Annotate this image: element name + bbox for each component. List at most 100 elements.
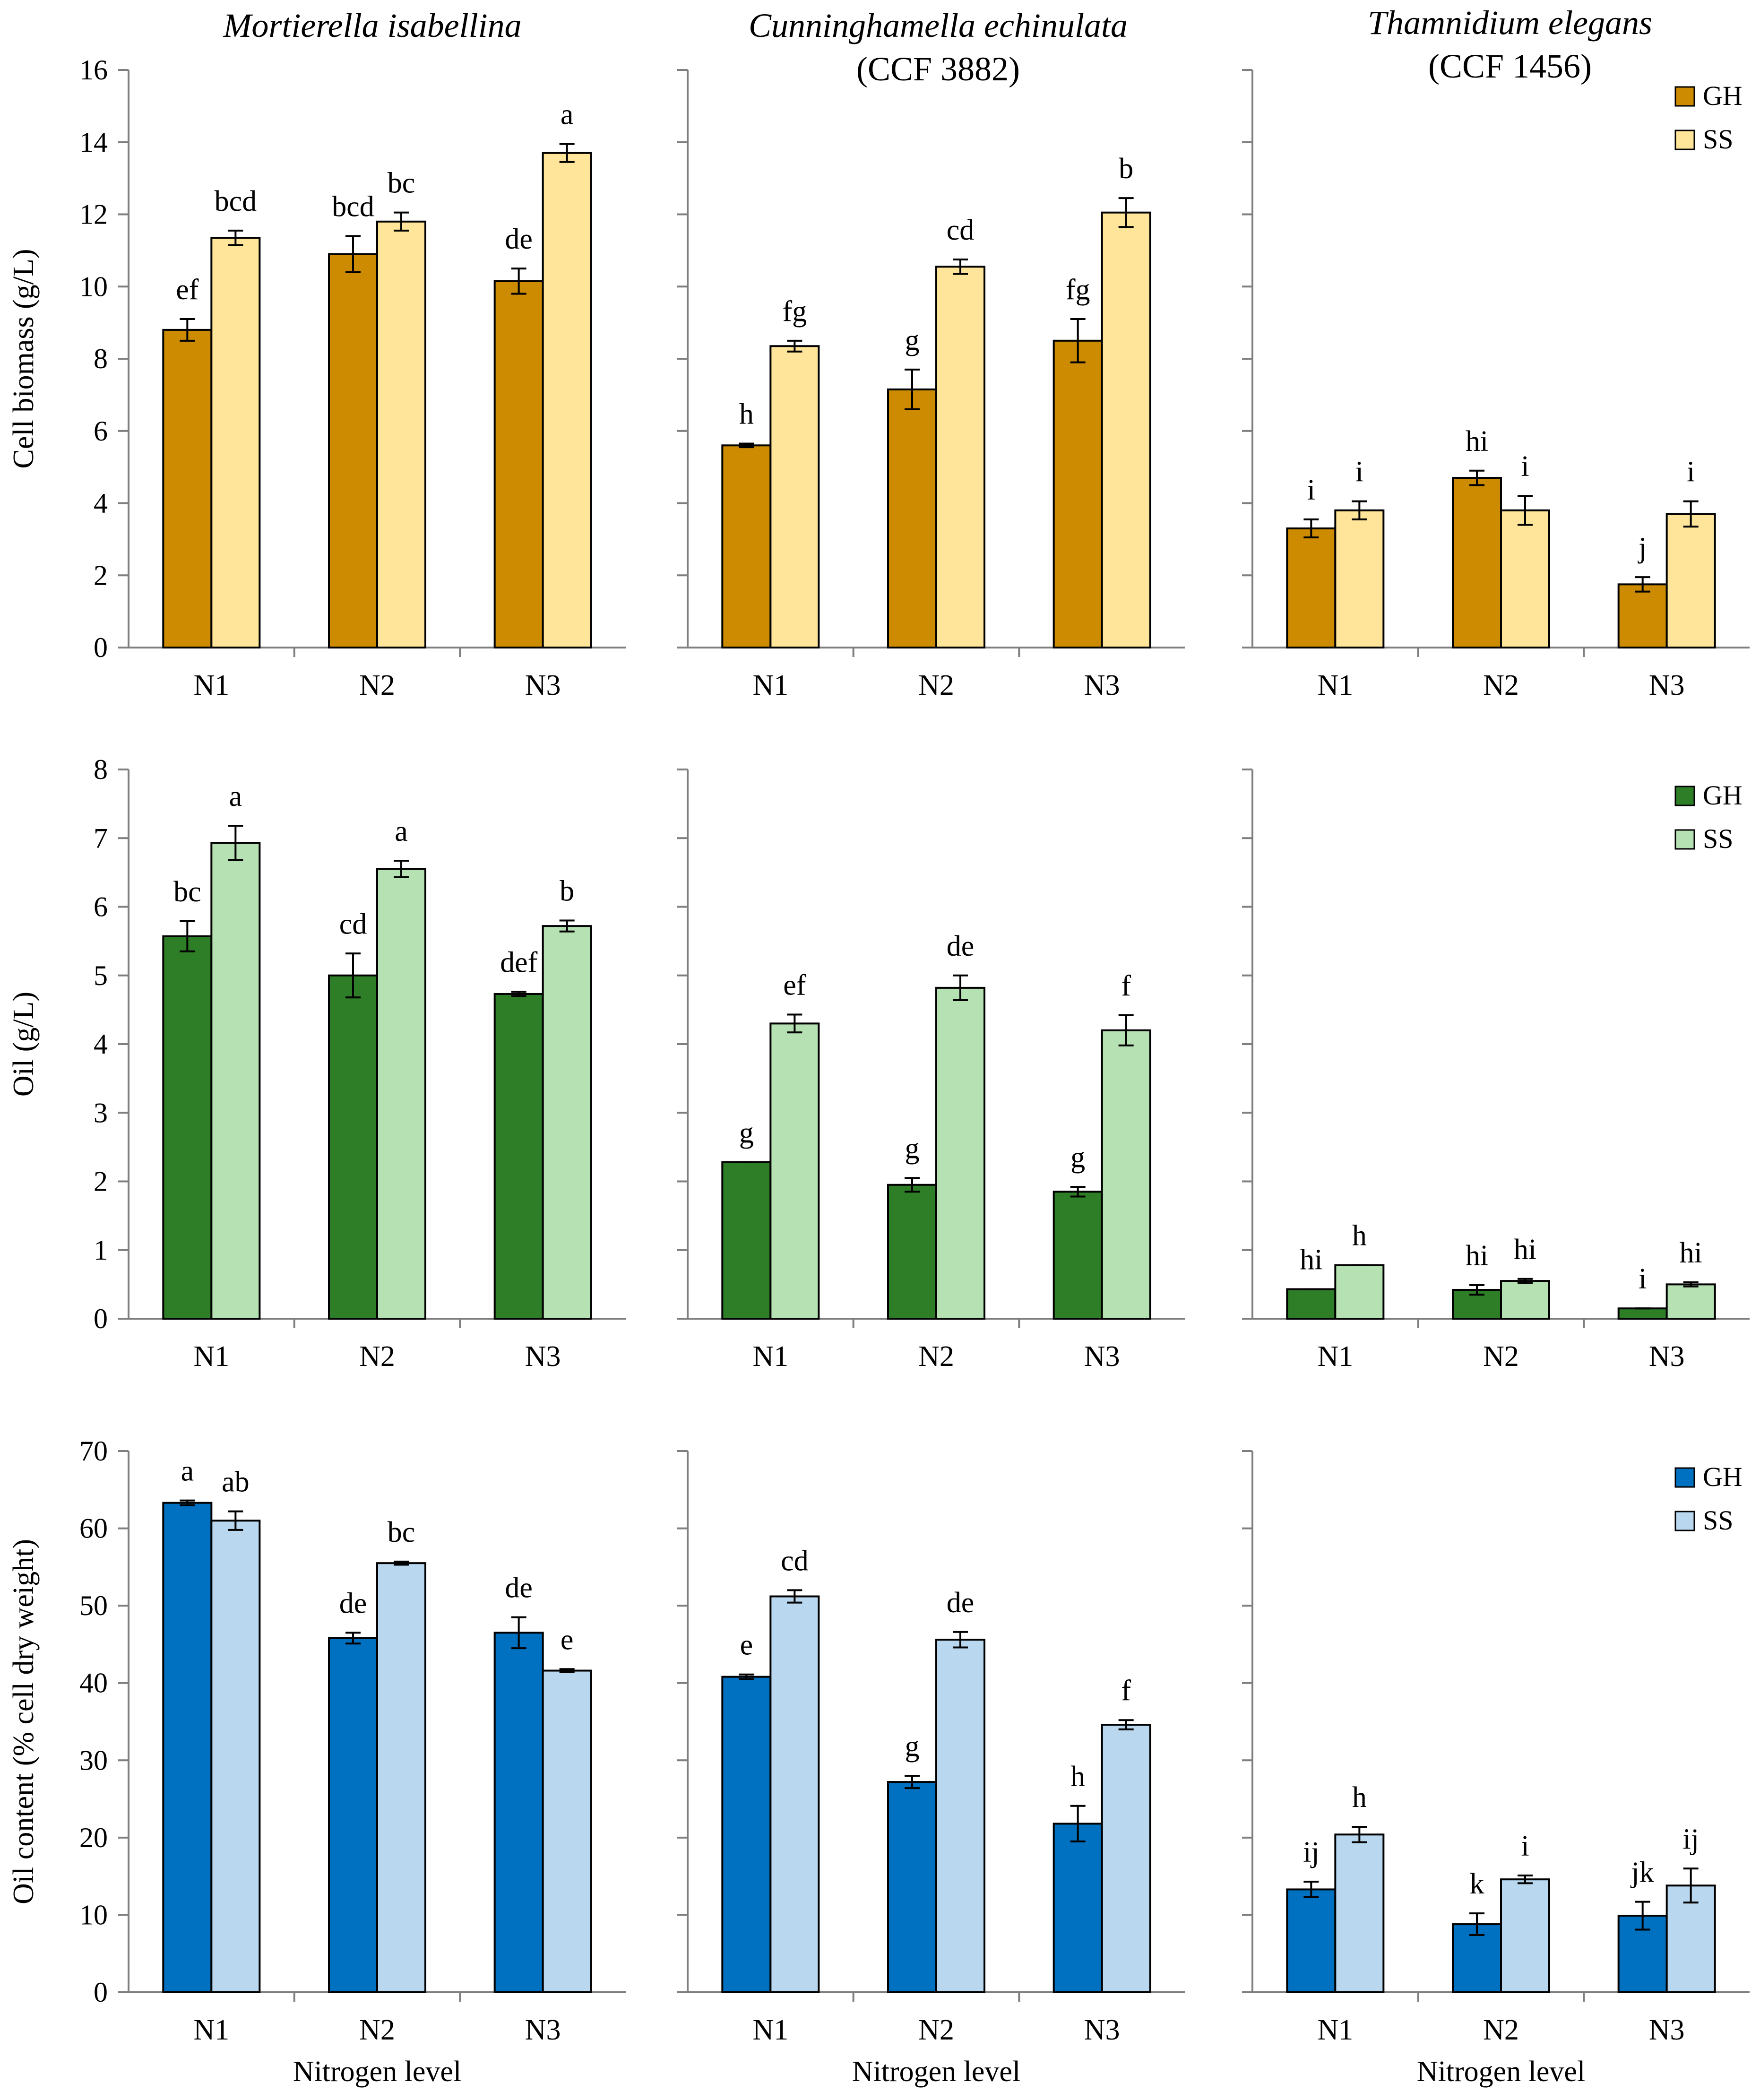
legend-label-ss: SS <box>1703 823 1734 854</box>
y-tick-label: 6 <box>94 891 108 923</box>
panel-oil-2: N1 g ef N2 g de N3 g f <box>677 769 1185 1373</box>
y-tick-label: 3 <box>94 1097 108 1128</box>
x-tick-label: N2 <box>918 2014 954 2046</box>
x-tick-label: N1 <box>1317 2014 1353 2046</box>
bar-ss-n2 <box>1500 509 1550 649</box>
y-tick-label: 70 <box>79 1435 108 1467</box>
x-tick-label: N2 <box>1483 2014 1519 2046</box>
legend-swatch-ss <box>1674 829 1695 850</box>
x-tick-label: N3 <box>525 669 561 701</box>
panel-oil-1: 0 1 2 3 4 5 6 7 8 N1 bc a N2 cd a N3 def b <box>94 754 626 1373</box>
bar-ss-n3 <box>542 152 592 649</box>
significance-label: ij <box>1682 1823 1699 1855</box>
x-tick-label: N2 <box>918 1340 954 1373</box>
legend-swatch-gh <box>1674 1467 1695 1488</box>
legend-label-gh: GH <box>1703 1461 1743 1492</box>
significance-label: hi <box>1300 1244 1322 1276</box>
significance-label: bc <box>388 167 415 199</box>
significance-label: ef <box>176 274 199 306</box>
y-tick-label: 50 <box>79 1590 108 1621</box>
significance-label: de <box>505 223 533 255</box>
x-tick-label: N1 <box>1317 669 1353 701</box>
bar-ss-n1 <box>1334 1264 1385 1320</box>
significance-label: a <box>395 815 408 847</box>
bar-gh-n1 <box>721 444 772 648</box>
significance-label: f <box>1121 1675 1131 1707</box>
bar-ss-n1 <box>769 345 820 648</box>
y-tick-label: 4 <box>94 488 108 519</box>
bar-ss-n1 <box>1334 1833 1385 1993</box>
significance-label: h <box>739 398 754 430</box>
significance-label: de <box>339 1587 367 1619</box>
legend-label-gh: GH <box>1703 780 1743 811</box>
x-tick-label: N3 <box>1084 2014 1120 2046</box>
bar-ss-n3 <box>1101 1724 1151 1994</box>
x-tick-label: N3 <box>1084 1340 1120 1373</box>
significance-label: def <box>500 947 538 979</box>
x-tick-label: N3 <box>525 1340 561 1373</box>
significance-label: bc <box>388 1516 415 1548</box>
bar-gh-n3 <box>493 1632 544 1993</box>
x-tick-label: N1 <box>193 2014 229 2046</box>
bar-gh-n3 <box>1617 1307 1668 1320</box>
bar-gh-n3 <box>1053 1823 1103 1994</box>
x-tick-label: N1 <box>193 1340 229 1373</box>
significance-label: i <box>1355 456 1363 488</box>
y-axis-title-oilcontent: Oil content (% cell dry weight) <box>8 1539 40 1904</box>
significance-label: de <box>947 930 975 962</box>
y-tick-label: 0 <box>94 1977 108 2008</box>
significance-label: de <box>947 1587 975 1619</box>
bar-ss-n2 <box>935 986 985 1320</box>
bar-gh-n2 <box>887 1781 937 1993</box>
bar-ss-n1 <box>769 1022 820 1320</box>
significance-label: jk <box>1631 1857 1654 1889</box>
y-tick-label: 0 <box>94 1303 108 1334</box>
bar-ss-n1 <box>769 1595 820 1994</box>
bar-gh-n2 <box>887 1184 937 1320</box>
bar-gh-n2 <box>328 974 378 1320</box>
significance-label: a <box>229 780 242 812</box>
y-tick-label: 16 <box>79 54 108 86</box>
y-tick-label: 2 <box>94 560 108 591</box>
panel-biomass-2: N1 h fg N2 g cd N3 fg b <box>677 69 1185 701</box>
significance-label: g <box>739 1117 754 1149</box>
y-tick-label: 6 <box>94 415 108 447</box>
x-tick-label: N2 <box>918 669 954 701</box>
significance-label: h <box>1352 1220 1367 1252</box>
significance-label: b <box>1119 153 1133 185</box>
significance-label: cd <box>781 1545 809 1577</box>
y-tick-label: 7 <box>94 822 108 854</box>
y-tick-label: 5 <box>94 960 108 991</box>
panel-titles: Mortierella isabellina Cunninghamella ec… <box>223 4 1652 88</box>
bar-ss-n1 <box>210 237 261 648</box>
x-tick-label: N2 <box>359 1340 395 1373</box>
x-tick-label: N3 <box>1084 669 1120 701</box>
significance-label: ij <box>1303 1836 1319 1868</box>
bar-ss-n3 <box>1101 1029 1151 1320</box>
significance-label: a <box>561 99 574 131</box>
x-tick-label: N2 <box>359 669 395 701</box>
significance-label: g <box>905 1132 920 1165</box>
bar-ss-n2 <box>1500 1878 1550 1994</box>
y-tick-label: 10 <box>79 1899 108 1930</box>
bar-ss-n3 <box>542 1669 592 1994</box>
legend-label-ss: SS <box>1703 1505 1734 1536</box>
significance-label: b <box>560 875 574 907</box>
bar-gh-n3 <box>493 993 544 1320</box>
title-panel-2-line2: (CCF 3882) <box>856 50 1020 88</box>
bar-ss-n3 <box>1101 211 1151 648</box>
x-axis-title: Nitrogen level <box>1417 2056 1585 2088</box>
bar-gh-n1 <box>1286 1288 1337 1320</box>
legend-swatch-gh <box>1674 786 1695 806</box>
bar-ss-n2 <box>376 220 426 648</box>
x-tick-label: N2 <box>1483 1340 1519 1373</box>
legend-swatch-ss <box>1674 130 1695 150</box>
x-tick-label: N3 <box>525 2014 561 2046</box>
significance-label: ab <box>222 1466 250 1498</box>
significance-label: bc <box>173 876 201 908</box>
legend-swatch-ss <box>1674 1511 1695 1531</box>
significance-label: i <box>1687 456 1695 488</box>
legend-swatch-gh <box>1674 86 1695 107</box>
